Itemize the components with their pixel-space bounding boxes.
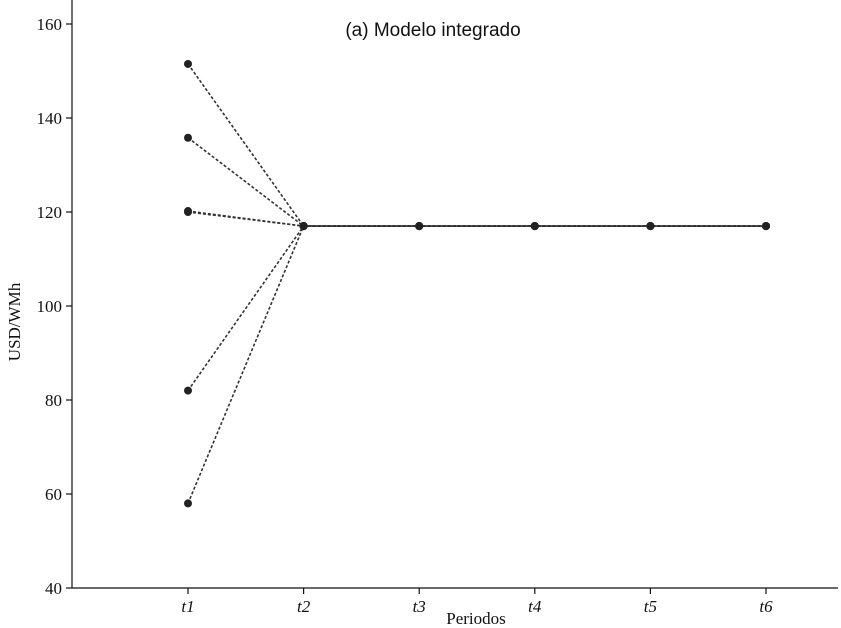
y-tick-label: 40 (45, 579, 62, 598)
data-point (184, 59, 192, 68)
series-lines (187, 63, 766, 504)
series-line-3 (187, 210, 766, 227)
x-tick-label: t3 (413, 597, 426, 616)
series-line-6 (187, 225, 766, 504)
y-tick-label: 160 (37, 15, 63, 34)
y-axis: 40 60 80 100 120 140 160 (37, 0, 73, 598)
series-line-2 (187, 137, 766, 227)
x-tick-label: t6 (759, 597, 773, 616)
x-axis: t1 t2 t3 t4 t5 t6 (72, 587, 838, 616)
x-tick-label: t5 (644, 597, 657, 616)
data-point (184, 499, 192, 508)
chart-title: (a) Modelo integrado (345, 20, 520, 41)
y-tick-label: 120 (37, 203, 63, 222)
y-tick-label: 60 (45, 485, 62, 504)
series-line-5 (187, 225, 766, 392)
x-tick-label: t4 (528, 597, 542, 616)
x-axis-title: Periodos (446, 609, 506, 628)
y-tick-label: 100 (37, 297, 63, 316)
y-axis-title: USD/WMh (5, 282, 24, 361)
x-tick-label: t1 (181, 597, 194, 616)
data-point (415, 222, 424, 231)
y-tick-label: 80 (45, 391, 62, 410)
series-markers (184, 59, 770, 508)
data-point (184, 386, 192, 395)
data-point (762, 222, 770, 231)
data-point (530, 222, 539, 231)
data-point (184, 133, 192, 142)
data-point (299, 222, 308, 231)
y-tick-label: 140 (37, 109, 63, 128)
x-tick-label: t2 (297, 597, 311, 616)
data-point (646, 222, 655, 231)
series-line-4 (187, 211, 766, 227)
data-point (184, 208, 192, 216)
series-line-1 (187, 63, 766, 227)
